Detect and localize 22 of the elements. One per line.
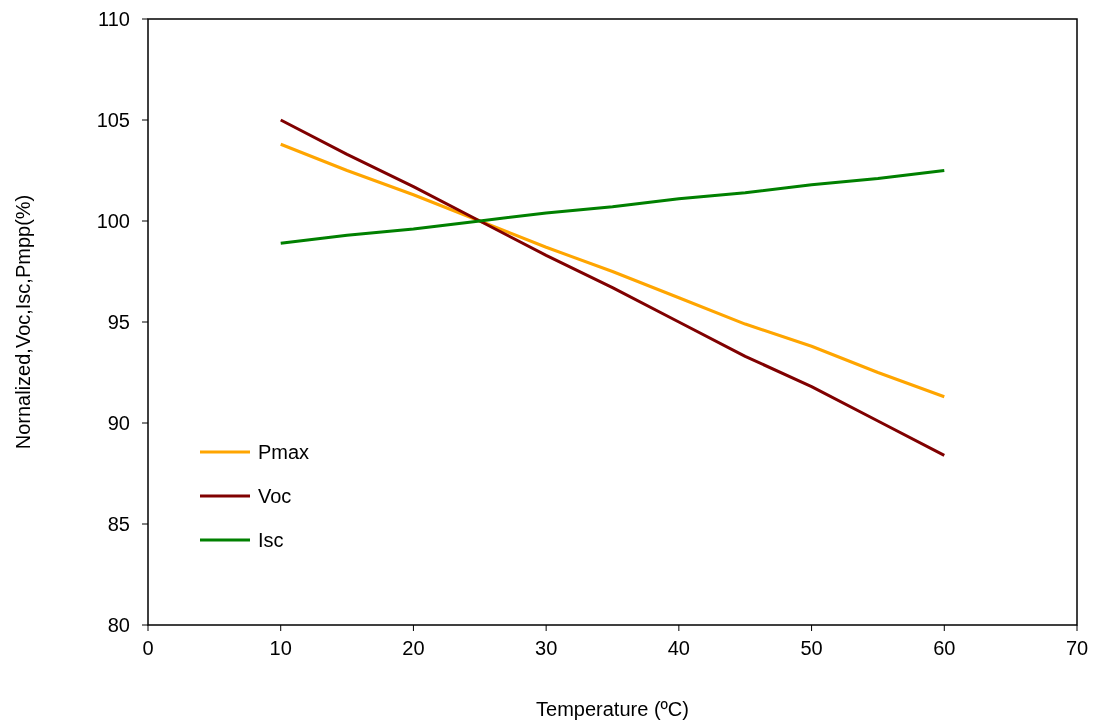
x-tick-label: 60 bbox=[933, 637, 956, 659]
y-tick-label: 95 bbox=[107, 311, 130, 333]
x-tick-label: 20 bbox=[402, 637, 425, 659]
x-tick-label: 0 bbox=[142, 637, 154, 659]
line-series bbox=[279, 169, 946, 245]
x-tick-label: 40 bbox=[667, 637, 690, 659]
x-tick-label: 10 bbox=[269, 637, 292, 659]
y-tick-label: 105 bbox=[96, 109, 130, 131]
y-tick-label: 100 bbox=[96, 210, 130, 232]
x-axis-title: Temperature (ºC) bbox=[536, 698, 689, 720]
y-tick-label: 80 bbox=[107, 614, 130, 636]
y-tick-label: 90 bbox=[107, 412, 130, 434]
legend-label: Isc bbox=[258, 529, 284, 551]
line-series bbox=[279, 142, 946, 399]
legend-label: Voc bbox=[258, 485, 292, 507]
y-tick-label: 110 bbox=[98, 8, 130, 30]
y-axis-title: Nornalized,Voc,Isc,Pmpp(%) bbox=[12, 194, 34, 450]
x-tick-label: 50 bbox=[800, 637, 823, 659]
legend-label: Pmax bbox=[258, 441, 310, 463]
x-tick-label: 30 bbox=[535, 637, 558, 659]
y-tick-label: 85 bbox=[107, 513, 130, 535]
x-tick-label: 70 bbox=[1065, 637, 1089, 659]
